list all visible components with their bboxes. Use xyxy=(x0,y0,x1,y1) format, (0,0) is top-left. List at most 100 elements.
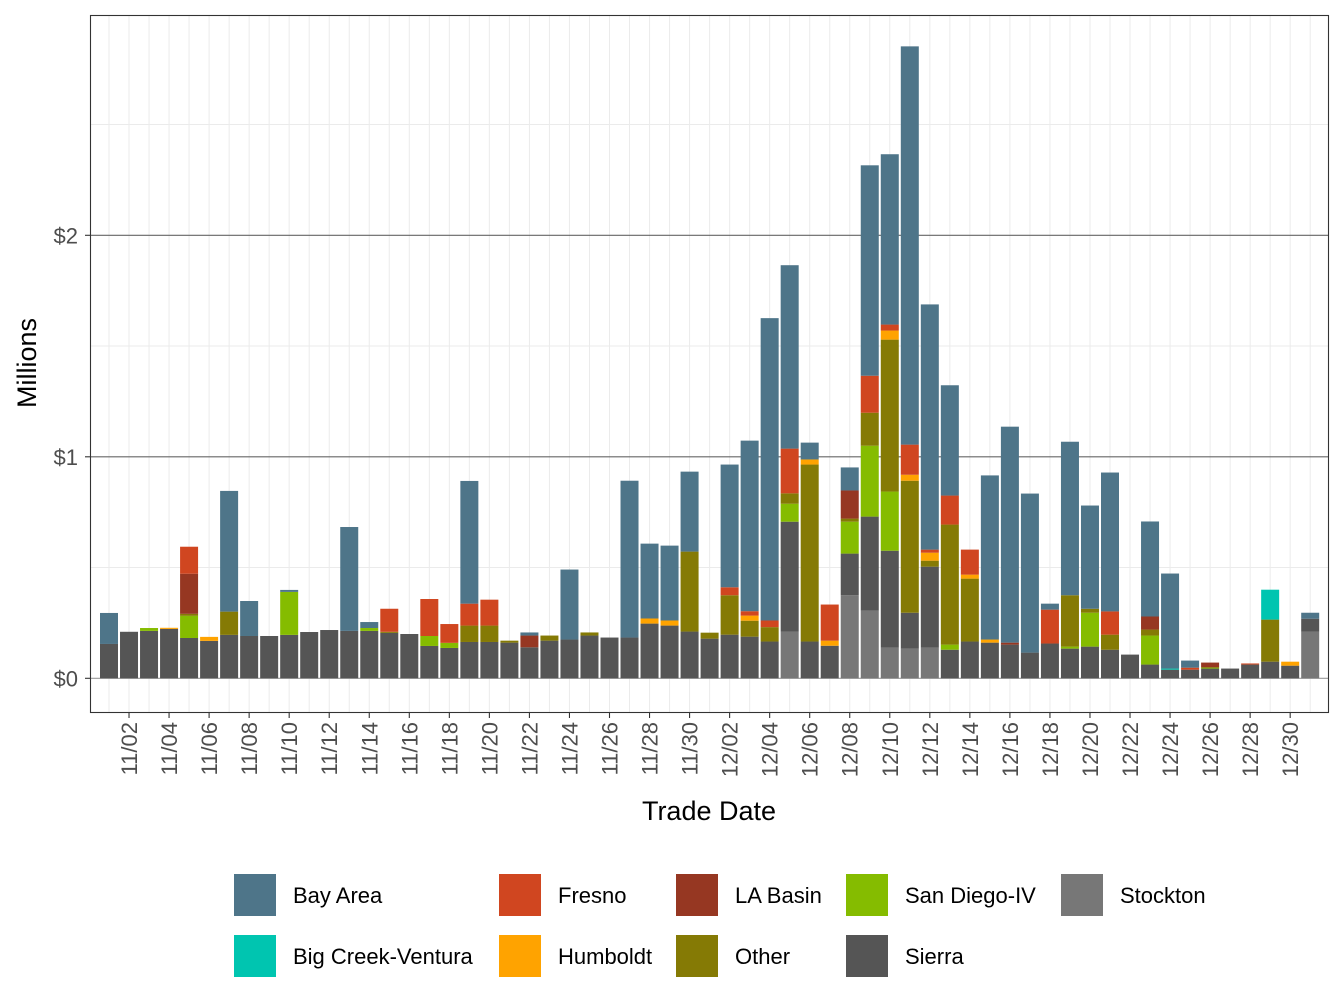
legend-item-humboldt: Humboldt xyxy=(499,935,652,977)
bar-segment-humboldt xyxy=(880,330,899,340)
legend-item-stockton: Stockton xyxy=(1061,874,1206,916)
plot-panel-border xyxy=(89,14,1330,714)
bar-segment-sierra xyxy=(480,641,499,679)
bar-segment-san-diego-iv xyxy=(860,445,879,517)
bar-segment-humboldt xyxy=(980,639,999,643)
x-tick-label: 11/12 xyxy=(317,722,342,775)
bar-segment-fresno xyxy=(820,604,839,641)
bar-segment-bay-area xyxy=(340,527,359,631)
bar-segment-other xyxy=(1261,619,1280,662)
bar-segment-bay-area xyxy=(1020,493,1039,653)
x-tick-label: 11/08 xyxy=(237,722,262,775)
bar-segment-sierra xyxy=(1121,654,1140,679)
legend-label: Humboldt xyxy=(558,944,652,969)
bar-segment-san-diego-iv xyxy=(780,503,799,522)
bar-segment-sierra xyxy=(1161,669,1180,679)
bar-segment-sierra xyxy=(560,639,579,679)
bar-segment-sierra xyxy=(240,635,259,679)
bar-segment-fresno xyxy=(420,599,439,636)
legend-item-sierra: Sierra xyxy=(846,935,964,977)
bar-segment-humboldt xyxy=(920,552,939,561)
x-tick-label: 12/14 xyxy=(958,722,983,777)
bar-segment-sierra xyxy=(680,631,699,679)
bar-segment-other xyxy=(700,632,719,639)
bar-segment-fresno xyxy=(740,611,759,616)
bar-segment-fresno xyxy=(1241,663,1260,665)
bar-segment-bay-area xyxy=(660,545,679,621)
bar-segment-san-diego-iv xyxy=(420,635,439,646)
bar-segment-sierra xyxy=(300,632,319,679)
x-tick-label: 12/28 xyxy=(1238,722,1263,777)
x-tick-label: 12/06 xyxy=(798,722,823,777)
x-tick-label: 11/06 xyxy=(197,722,222,775)
legend-swatch xyxy=(234,935,276,977)
bar-segment-sierra xyxy=(280,634,299,679)
bar-segment-fresno xyxy=(920,549,939,553)
bar-segment-sierra xyxy=(600,637,619,679)
y-tick-label: $0 xyxy=(54,666,78,691)
bar-segment-bay-area xyxy=(100,612,118,644)
bar-segment-stockton xyxy=(1301,631,1320,679)
bar-segment-sierra xyxy=(780,521,799,632)
bar-segment-fresno xyxy=(1181,667,1200,670)
legend-swatch xyxy=(1061,874,1103,916)
bar-segment-fresno xyxy=(760,620,779,628)
legend-label: Fresno xyxy=(558,883,626,908)
bar-segment-bay-area xyxy=(1101,472,1119,612)
bar-segment-san-diego-iv xyxy=(440,642,459,648)
bar-segment-bay-area xyxy=(1161,573,1180,669)
legend-label: Bay Area xyxy=(293,883,383,908)
y-axis: $0 $1 $2 xyxy=(54,223,90,691)
bar-segment-bay-area xyxy=(800,442,819,460)
y-tick-label: $1 xyxy=(54,445,78,470)
legend-label: Sierra xyxy=(905,944,964,969)
bar-segment-other xyxy=(720,595,739,635)
bar-segment-sierra xyxy=(520,647,539,679)
bar-segment-other xyxy=(580,632,599,636)
bar-segment-sierra xyxy=(1201,668,1220,679)
bar-segment-fresno xyxy=(860,375,879,413)
y-axis-title: Millions xyxy=(12,318,42,408)
bar-segment-humboldt xyxy=(960,574,979,579)
bar-segment-san-diego-iv xyxy=(1060,646,1079,649)
legend-item-la-basin: LA Basin xyxy=(676,874,822,916)
legend-label: Stockton xyxy=(1120,883,1206,908)
bar-segment-sierra xyxy=(860,516,879,611)
bar-segment-big-creek-ventura xyxy=(1161,668,1180,670)
bar-segment-sierra xyxy=(980,642,999,679)
bar-segment-other xyxy=(220,611,239,635)
bar-segment-fresno xyxy=(480,599,499,626)
bar-segment-la-basin xyxy=(1141,616,1160,630)
x-tick-label: 11/20 xyxy=(477,722,502,775)
legend-swatch xyxy=(676,874,718,916)
bar-segment-bay-area xyxy=(1301,612,1320,619)
bar-segment-other xyxy=(940,524,959,645)
bar-segment-other xyxy=(680,551,699,632)
bar-segment-sierra xyxy=(720,634,739,679)
bar-segment-bay-area xyxy=(720,464,739,588)
bar-segment-fresno xyxy=(940,495,959,525)
bar-segment-humboldt xyxy=(800,459,819,465)
bars xyxy=(100,46,1320,679)
y-tick-label: $2 xyxy=(54,223,78,248)
bar-segment-fresno xyxy=(780,448,799,494)
bar-segment-fresno xyxy=(180,546,199,574)
bar-segment-humboldt xyxy=(820,640,839,646)
bar-segment-sierra xyxy=(960,641,979,679)
bar-segment-bay-area xyxy=(520,632,539,636)
bar-segment-sierra xyxy=(1080,646,1099,679)
bar-segment-sierra xyxy=(840,553,859,596)
bar-segment-bay-area xyxy=(280,589,299,592)
bar-segment-fresno xyxy=(900,444,919,475)
bar-segment-other xyxy=(860,412,879,446)
bar-segment-other xyxy=(920,560,939,567)
x-tick-label: 12/04 xyxy=(758,722,783,777)
bar-segment-fresno xyxy=(380,608,399,632)
x-tick-label: 12/22 xyxy=(1118,722,1143,777)
bar-segment-stockton xyxy=(860,610,879,679)
bar-segment-bay-area xyxy=(860,165,879,376)
x-tick-label: 12/02 xyxy=(718,722,743,777)
legend-item-other: Other xyxy=(676,935,790,977)
bar-segment-bay-area xyxy=(360,622,379,629)
bar-segment-sierra xyxy=(1060,648,1079,679)
